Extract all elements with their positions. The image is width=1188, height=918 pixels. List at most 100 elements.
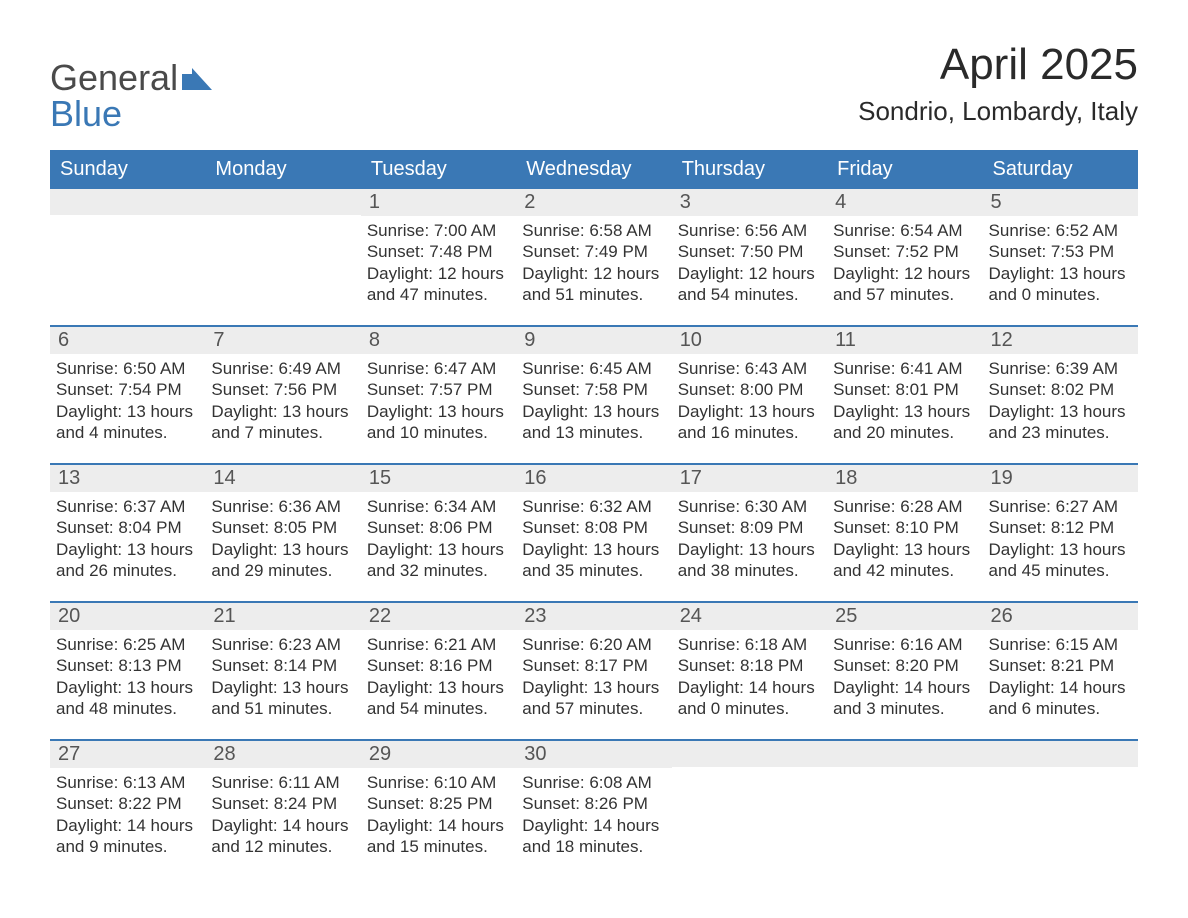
calendar-day — [827, 741, 982, 869]
calendar-day: 27Sunrise: 6:13 AMSunset: 8:22 PMDayligh… — [50, 741, 205, 869]
sunrise-text: Sunrise: 6:18 AM — [678, 634, 821, 655]
day-body: Sunrise: 6:15 AMSunset: 8:21 PMDaylight:… — [983, 630, 1138, 723]
day-body: Sunrise: 6:49 AMSunset: 7:56 PMDaylight:… — [205, 354, 360, 447]
day-body: Sunrise: 7:00 AMSunset: 7:48 PMDaylight:… — [361, 216, 516, 309]
sunset-text: Sunset: 8:13 PM — [56, 655, 199, 676]
calendar-day: 5Sunrise: 6:52 AMSunset: 7:53 PMDaylight… — [983, 189, 1138, 317]
calendar-day: 13Sunrise: 6:37 AMSunset: 8:04 PMDayligh… — [50, 465, 205, 593]
day-header: Sunday — [50, 150, 205, 189]
sunset-text: Sunset: 8:22 PM — [56, 793, 199, 814]
day-number: 14 — [205, 465, 360, 492]
calendar-day — [983, 741, 1138, 869]
calendar-day — [672, 741, 827, 869]
day-body: Sunrise: 6:45 AMSunset: 7:58 PMDaylight:… — [516, 354, 671, 447]
calendar-day: 21Sunrise: 6:23 AMSunset: 8:14 PMDayligh… — [205, 603, 360, 731]
daylight-text: Daylight: 13 hours and 32 minutes. — [367, 539, 510, 582]
daylight-text: Daylight: 13 hours and 35 minutes. — [522, 539, 665, 582]
calendar-day: 1Sunrise: 7:00 AMSunset: 7:48 PMDaylight… — [361, 189, 516, 317]
day-body: Sunrise: 6:52 AMSunset: 7:53 PMDaylight:… — [983, 216, 1138, 309]
day-body: Sunrise: 6:25 AMSunset: 8:13 PMDaylight:… — [50, 630, 205, 723]
sunrise-text: Sunrise: 6:41 AM — [833, 358, 976, 379]
sunrise-text: Sunrise: 6:21 AM — [367, 634, 510, 655]
location: Sondrio, Lombardy, Italy — [858, 96, 1138, 127]
day-body: Sunrise: 6:30 AMSunset: 8:09 PMDaylight:… — [672, 492, 827, 585]
day-number: 5 — [983, 189, 1138, 216]
sunset-text: Sunset: 7:52 PM — [833, 241, 976, 262]
day-number: 23 — [516, 603, 671, 630]
calendar-day: 3Sunrise: 6:56 AMSunset: 7:50 PMDaylight… — [672, 189, 827, 317]
day-body: Sunrise: 6:18 AMSunset: 8:18 PMDaylight:… — [672, 630, 827, 723]
sunset-text: Sunset: 8:18 PM — [678, 655, 821, 676]
sunset-text: Sunset: 8:01 PM — [833, 379, 976, 400]
sunrise-text: Sunrise: 6:30 AM — [678, 496, 821, 517]
sunset-text: Sunset: 8:06 PM — [367, 517, 510, 538]
day-body: Sunrise: 6:34 AMSunset: 8:06 PMDaylight:… — [361, 492, 516, 585]
daylight-text: Daylight: 14 hours and 0 minutes. — [678, 677, 821, 720]
sunrise-text: Sunrise: 6:49 AM — [211, 358, 354, 379]
calendar-day: 7Sunrise: 6:49 AMSunset: 7:56 PMDaylight… — [205, 327, 360, 455]
calendar-day — [50, 189, 205, 317]
sunset-text: Sunset: 7:58 PM — [522, 379, 665, 400]
day-body: Sunrise: 6:23 AMSunset: 8:14 PMDaylight:… — [205, 630, 360, 723]
brand-logo: General Blue — [50, 60, 212, 132]
sunset-text: Sunset: 8:10 PM — [833, 517, 976, 538]
day-number: 8 — [361, 327, 516, 354]
sunrise-text: Sunrise: 6:37 AM — [56, 496, 199, 517]
day-number — [983, 741, 1138, 767]
calendar-day: 25Sunrise: 6:16 AMSunset: 8:20 PMDayligh… — [827, 603, 982, 731]
sunrise-text: Sunrise: 6:32 AM — [522, 496, 665, 517]
day-number — [672, 741, 827, 767]
day-number: 4 — [827, 189, 982, 216]
sunrise-text: Sunrise: 6:08 AM — [522, 772, 665, 793]
daylight-text: Daylight: 14 hours and 12 minutes. — [211, 815, 354, 858]
day-number: 26 — [983, 603, 1138, 630]
sunrise-text: Sunrise: 6:25 AM — [56, 634, 199, 655]
sunset-text: Sunset: 8:24 PM — [211, 793, 354, 814]
sunrise-text: Sunrise: 7:00 AM — [367, 220, 510, 241]
day-body: Sunrise: 6:28 AMSunset: 8:10 PMDaylight:… — [827, 492, 982, 585]
day-header: Thursday — [672, 150, 827, 189]
calendar-day: 24Sunrise: 6:18 AMSunset: 8:18 PMDayligh… — [672, 603, 827, 731]
day-number: 3 — [672, 189, 827, 216]
sunrise-text: Sunrise: 6:39 AM — [989, 358, 1132, 379]
day-body: Sunrise: 6:20 AMSunset: 8:17 PMDaylight:… — [516, 630, 671, 723]
daylight-text: Daylight: 13 hours and 0 minutes. — [989, 263, 1132, 306]
calendar-day: 2Sunrise: 6:58 AMSunset: 7:49 PMDaylight… — [516, 189, 671, 317]
calendar-day: 16Sunrise: 6:32 AMSunset: 8:08 PMDayligh… — [516, 465, 671, 593]
daylight-text: Daylight: 13 hours and 23 minutes. — [989, 401, 1132, 444]
daylight-text: Daylight: 13 hours and 42 minutes. — [833, 539, 976, 582]
sunrise-text: Sunrise: 6:50 AM — [56, 358, 199, 379]
day-body: Sunrise: 6:41 AMSunset: 8:01 PMDaylight:… — [827, 354, 982, 447]
day-number: 1 — [361, 189, 516, 216]
brand-flag-icon — [182, 57, 212, 98]
daylight-text: Daylight: 13 hours and 48 minutes. — [56, 677, 199, 720]
sunrise-text: Sunrise: 6:11 AM — [211, 772, 354, 793]
calendar-day: 10Sunrise: 6:43 AMSunset: 8:00 PMDayligh… — [672, 327, 827, 455]
sunrise-text: Sunrise: 6:10 AM — [367, 772, 510, 793]
daylight-text: Daylight: 13 hours and 13 minutes. — [522, 401, 665, 444]
day-body: Sunrise: 6:56 AMSunset: 7:50 PMDaylight:… — [672, 216, 827, 309]
day-number: 27 — [50, 741, 205, 768]
sunrise-text: Sunrise: 6:36 AM — [211, 496, 354, 517]
daylight-text: Daylight: 13 hours and 45 minutes. — [989, 539, 1132, 582]
daylight-text: Daylight: 13 hours and 10 minutes. — [367, 401, 510, 444]
day-number: 28 — [205, 741, 360, 768]
sunset-text: Sunset: 8:16 PM — [367, 655, 510, 676]
day-header: Monday — [205, 150, 360, 189]
day-number: 11 — [827, 327, 982, 354]
sunset-text: Sunset: 7:54 PM — [56, 379, 199, 400]
day-number: 25 — [827, 603, 982, 630]
day-body: Sunrise: 6:47 AMSunset: 7:57 PMDaylight:… — [361, 354, 516, 447]
calendar-day: 12Sunrise: 6:39 AMSunset: 8:02 PMDayligh… — [983, 327, 1138, 455]
calendar-day: 18Sunrise: 6:28 AMSunset: 8:10 PMDayligh… — [827, 465, 982, 593]
sunset-text: Sunset: 8:21 PM — [989, 655, 1132, 676]
sunrise-text: Sunrise: 6:52 AM — [989, 220, 1132, 241]
day-body: Sunrise: 6:36 AMSunset: 8:05 PMDaylight:… — [205, 492, 360, 585]
sunrise-text: Sunrise: 6:54 AM — [833, 220, 976, 241]
day-number: 10 — [672, 327, 827, 354]
sunset-text: Sunset: 7:50 PM — [678, 241, 821, 262]
daylight-text: Daylight: 13 hours and 26 minutes. — [56, 539, 199, 582]
daylight-text: Daylight: 14 hours and 9 minutes. — [56, 815, 199, 858]
brand-word1: General — [50, 57, 178, 98]
day-number — [50, 189, 205, 215]
